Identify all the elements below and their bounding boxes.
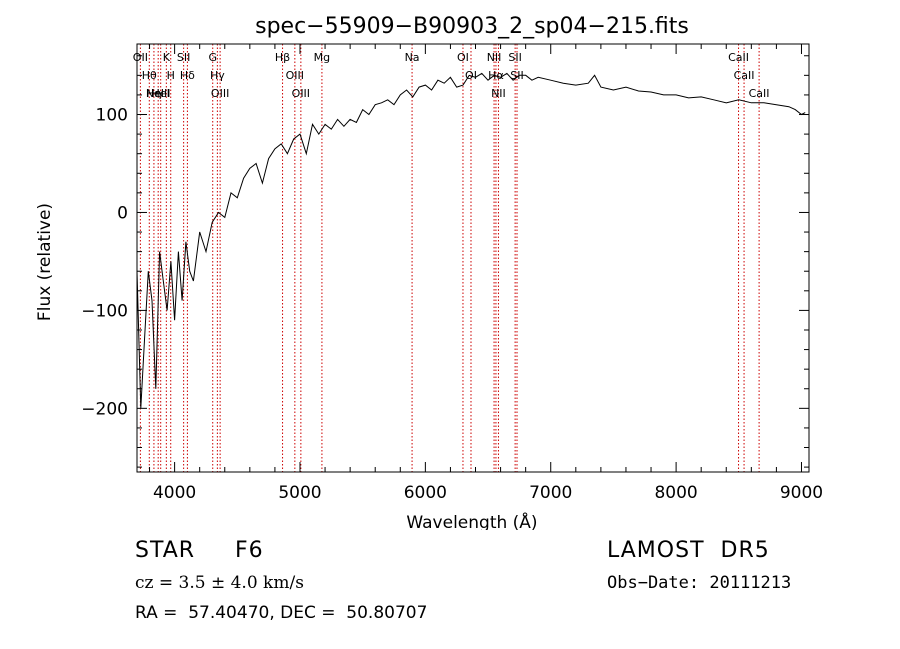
line-marker-label: OIII <box>286 69 304 82</box>
line-marker-label: OIII <box>211 87 229 100</box>
y-axis-label: Flux (relative) <box>35 203 55 321</box>
y-tick-label: 0 <box>117 203 128 223</box>
y-axis-ticks: 100 0 −100 −200 <box>81 55 809 468</box>
line-marker-label: CaII <box>749 87 770 100</box>
line-marker-label: K <box>163 51 171 64</box>
line-marker-label: HeI <box>152 87 170 100</box>
x-tick-label: 7000 <box>529 483 572 503</box>
x-tick-label: 8000 <box>654 483 697 503</box>
x-tick-label: 5000 <box>278 483 321 503</box>
chart-title: spec−55909−B90903_2_sp04−215.fits <box>255 14 689 39</box>
plot-frame <box>136 43 810 473</box>
line-marker-label: Mg <box>314 51 330 64</box>
line-marker-label: Hθ <box>142 69 157 82</box>
observation-date: Obs−Date: 20111213 <box>607 573 792 593</box>
x-tick-label: 4000 <box>153 483 196 503</box>
x-axis-label: Wavelength (Å) <box>406 511 537 530</box>
x-axis-ticks: 4000 5000 6000 7000 8000 9000 <box>149 44 823 503</box>
line-marker-label: OII <box>133 51 148 64</box>
line-marker-label: NeIII <box>146 87 171 100</box>
line-marker-label: SII <box>508 51 521 64</box>
spectrum-chart: spec−55909−B90903_2_sp04−215.fits OII Hθ H… <box>35 14 823 530</box>
line-marker-label: CaII <box>728 51 749 64</box>
line-marker-label: OIII <box>292 87 310 100</box>
line-marker-label: Na <box>405 51 420 64</box>
redshift-velocity: cz = 3.5 ± 4.0 km/s <box>135 573 304 593</box>
line-marker-label: NII <box>491 87 506 100</box>
line-marker-label: Hγ <box>210 69 225 82</box>
line-marker-label: H <box>167 69 175 82</box>
emission-line-markers <box>139 44 760 472</box>
y-tick-label: −100 <box>81 301 128 321</box>
y-tick-label: −200 <box>81 399 128 419</box>
emission-line-labels: OIIHθHηNeIIIHeIKHSIIHδGHγOIIIHβOIIIOIIIM… <box>133 51 770 100</box>
survey-name: LAMOST DR5 <box>607 538 770 563</box>
x-tick-label: 9000 <box>780 483 823 503</box>
y-tick-label: 100 <box>96 106 128 126</box>
line-marker-label: CaII <box>734 69 755 82</box>
object-class: STAR F6 <box>135 538 264 563</box>
line-marker-label: Hη <box>146 87 161 100</box>
line-marker-label: OI <box>457 51 469 64</box>
line-marker-label: G <box>208 51 217 64</box>
coordinates: RA = 57.40470, DEC = 50.80707 <box>135 603 428 623</box>
line-marker-label: SII <box>177 51 190 64</box>
line-marker-label: Hδ <box>180 69 195 82</box>
line-marker-label: SII <box>510 69 523 82</box>
x-tick-label: 6000 <box>404 483 447 503</box>
line-marker-label: Hβ <box>275 51 290 64</box>
line-marker-label: NII <box>487 51 502 64</box>
spectrum-line <box>136 72 806 409</box>
